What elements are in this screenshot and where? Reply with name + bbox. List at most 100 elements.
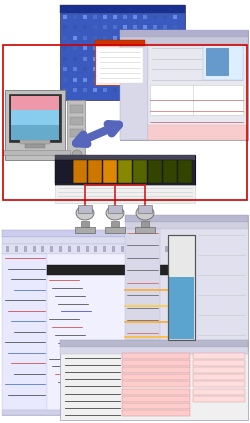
Bar [50, 246, 53, 252]
Bar [24, 246, 27, 252]
Bar [173, 77, 177, 82]
Bar [143, 67, 147, 71]
Bar [163, 25, 167, 30]
Bar [173, 46, 177, 50]
Bar [143, 88, 147, 92]
Bar [125, 215, 248, 350]
Bar [153, 77, 157, 82]
Bar [120, 37, 248, 44]
Bar [143, 15, 147, 19]
Bar [103, 36, 107, 40]
Bar [193, 389, 245, 395]
Bar [83, 67, 87, 71]
Bar [70, 129, 83, 137]
Bar [125, 229, 160, 350]
Bar [135, 227, 155, 233]
Bar [174, 246, 177, 252]
Bar [163, 36, 167, 40]
Bar [122, 382, 190, 387]
Bar [123, 77, 127, 82]
Bar [2, 237, 185, 244]
Bar [81, 221, 89, 227]
Bar [112, 246, 115, 252]
Bar [193, 85, 243, 115]
Bar [168, 235, 195, 340]
Bar [133, 36, 137, 40]
Bar [193, 382, 245, 387]
Bar [103, 67, 107, 71]
Bar [153, 25, 157, 30]
Bar [122, 410, 190, 416]
Bar [63, 25, 67, 30]
Bar [2, 230, 185, 415]
Bar [203, 45, 243, 80]
Bar [163, 46, 167, 50]
Bar [122, 403, 190, 409]
Bar [103, 25, 107, 30]
Bar [75, 227, 95, 233]
Bar [93, 25, 97, 30]
Bar [55, 185, 195, 203]
Bar [143, 57, 147, 61]
Bar [103, 77, 107, 82]
Bar [193, 360, 245, 366]
Bar [93, 36, 97, 40]
Bar [123, 67, 127, 71]
Bar [108, 205, 122, 213]
Bar [153, 46, 157, 50]
Bar [2, 254, 47, 410]
Bar [11, 125, 59, 140]
Bar [122, 389, 190, 395]
Bar [93, 67, 97, 71]
Bar [133, 67, 137, 71]
Bar [15, 246, 18, 252]
Ellipse shape [106, 206, 124, 220]
Bar [123, 57, 127, 61]
Bar [70, 117, 83, 125]
Bar [63, 57, 67, 61]
Bar [113, 77, 117, 82]
Bar [133, 15, 137, 19]
Bar [60, 340, 248, 347]
Bar [123, 15, 127, 19]
Bar [73, 160, 87, 183]
Bar [11, 96, 59, 110]
Bar [94, 246, 98, 252]
Bar [93, 88, 97, 92]
Bar [73, 46, 77, 50]
Ellipse shape [136, 206, 154, 220]
Bar [93, 46, 97, 50]
Bar [41, 246, 44, 252]
Bar [83, 77, 87, 82]
Bar [125, 215, 248, 222]
Bar [133, 88, 137, 92]
Bar [193, 367, 245, 373]
Bar [73, 88, 77, 92]
Bar [83, 25, 87, 30]
Bar [95, 40, 145, 85]
Bar [95, 40, 145, 46]
Bar [133, 77, 137, 82]
Bar [133, 160, 147, 183]
Bar [103, 246, 106, 252]
Bar [73, 25, 77, 30]
Bar [150, 85, 195, 115]
Bar [73, 15, 77, 19]
Bar [173, 57, 177, 61]
Bar [173, 15, 177, 19]
Bar [3, 45, 247, 200]
Bar [156, 246, 159, 252]
Bar [60, 5, 185, 100]
Bar [163, 160, 177, 183]
Bar [86, 246, 88, 252]
Bar [103, 46, 107, 50]
Bar [77, 246, 80, 252]
Bar [93, 57, 97, 61]
Bar [133, 25, 137, 30]
Bar [83, 46, 87, 50]
Bar [32, 246, 35, 252]
Bar [120, 30, 248, 140]
Bar [113, 36, 117, 40]
Bar [153, 57, 157, 61]
Bar [193, 353, 245, 359]
